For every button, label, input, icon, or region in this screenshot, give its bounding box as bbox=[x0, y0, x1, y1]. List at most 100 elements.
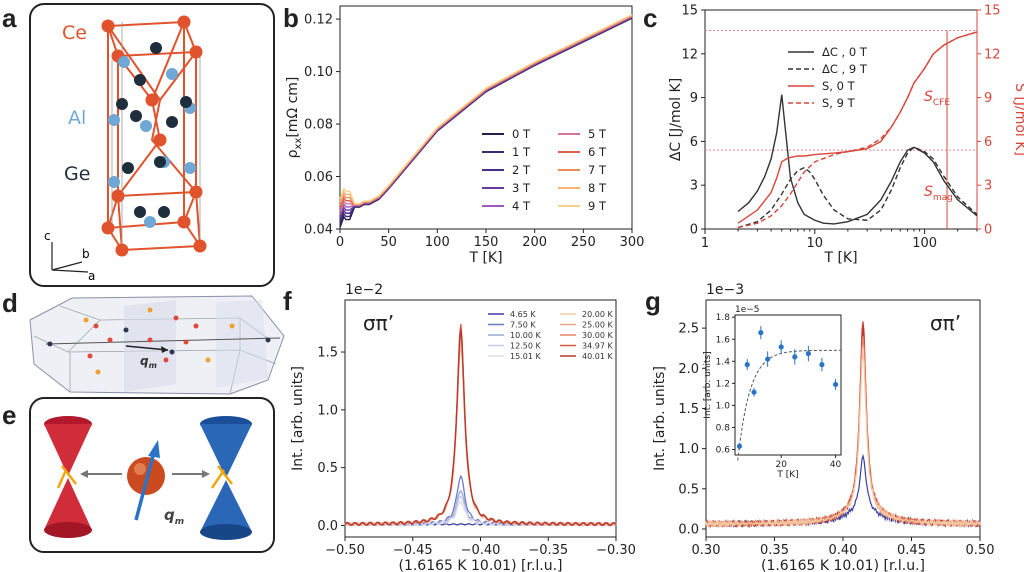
c-ytick-label: 15 bbox=[681, 4, 698, 19]
g-inset-ytick-label: 0.6 bbox=[716, 445, 731, 455]
g-inset-point bbox=[751, 389, 757, 395]
g-ytick-label: 1.0 bbox=[678, 442, 699, 457]
c-legend-label: ΔC , 0 T bbox=[822, 45, 868, 59]
c-ytick-label: 12 bbox=[681, 47, 698, 62]
c-annotation-scfe: SCFE bbox=[924, 89, 950, 108]
c-ytick-label: 0 bbox=[690, 223, 698, 238]
g-xtick-label: 0.35 bbox=[760, 543, 789, 558]
f-title: σπ’ bbox=[363, 311, 394, 335]
g-inset-ytick-label: 0.8 bbox=[716, 423, 731, 433]
bz-red-points bbox=[87, 315, 199, 363]
b-legend-label: 4 T bbox=[512, 199, 531, 213]
g-xtick-label: 0.30 bbox=[692, 543, 721, 558]
f-line-series bbox=[344, 345, 617, 527]
g-inset-point bbox=[819, 362, 825, 368]
g-ytick-label: 0.5 bbox=[678, 482, 699, 497]
axes-triad bbox=[51, 242, 89, 273]
f-legend-label: 34.97 K bbox=[582, 342, 613, 351]
chart-g-scattering-pos: 0.30 0.35 0.40 0.45 0.50 0.0 0.5 1.0 1.5 2.0 2.5 (1… bbox=[652, 282, 994, 572]
b-legend-label: 5 T bbox=[588, 127, 607, 141]
g-xtick-label: 0.40 bbox=[829, 543, 858, 558]
g-inset-frame bbox=[734, 314, 842, 456]
b-legend-label: 1 T bbox=[512, 145, 531, 159]
qm-arrowhead-d bbox=[161, 346, 168, 353]
b-line-series bbox=[339, 15, 633, 209]
f-xtick-label: −0.40 bbox=[461, 543, 501, 558]
b-ytick-label: 0.12 bbox=[304, 13, 333, 28]
panel-label-f: f bbox=[283, 286, 292, 316]
b-legend-label: 7 T bbox=[588, 163, 607, 177]
f-line-series bbox=[344, 332, 617, 527]
c-ytick-label: 3 bbox=[690, 179, 698, 194]
panel-d-brillouin-zone: qm bbox=[29, 295, 285, 395]
c-legend-label: S, 0 T bbox=[822, 79, 856, 93]
c-legend-label: S, 9 T bbox=[822, 96, 856, 110]
g-multiplier: 1e−3 bbox=[706, 282, 744, 298]
b-ytick-label: 0.04 bbox=[304, 223, 333, 238]
legend-ce-label: Ce bbox=[62, 22, 87, 44]
b-xtick-label: 50 bbox=[380, 235, 397, 250]
b-xtick-label: 100 bbox=[425, 235, 450, 250]
b-xtick-label: 250 bbox=[571, 235, 596, 250]
panel-label-b: b bbox=[283, 3, 299, 33]
f-ytick-label: 0.0 bbox=[317, 519, 338, 534]
g-inset-point bbox=[758, 330, 764, 336]
f-ytick-label: 1.5 bbox=[317, 346, 338, 361]
f-multiplier: 1e−2 bbox=[345, 282, 383, 298]
f-xtick-label: −0.50 bbox=[325, 543, 365, 558]
g-ytick-label: 2.5 bbox=[678, 322, 699, 337]
b-xtick-label: 150 bbox=[474, 235, 499, 250]
panel-label-c: c bbox=[643, 3, 657, 33]
g-inset-ylabel: Int. [arb. units] bbox=[703, 351, 713, 418]
qm-arrow-d bbox=[125, 345, 169, 351]
blue-cone bbox=[200, 416, 252, 540]
g-inset-point bbox=[832, 381, 839, 388]
c-xtick-label: 10 bbox=[807, 236, 824, 251]
g-inset-point bbox=[792, 354, 798, 360]
f-ylabel: Int. [arb. units] bbox=[290, 366, 306, 471]
red-cone-spin-arrow bbox=[56, 465, 77, 489]
b-ylabel: ρxx[mΩ cm] bbox=[285, 77, 304, 159]
b-legend-label: 9 T bbox=[588, 199, 607, 213]
g-ytick-label: 0.0 bbox=[678, 522, 699, 537]
f-legend-label: 12.50 K bbox=[510, 342, 541, 351]
c-xtick-label: 1 bbox=[701, 236, 709, 251]
c-ytick-right-label: 12 bbox=[984, 47, 1001, 62]
axis-c-label: c bbox=[44, 229, 51, 243]
g-line-series bbox=[705, 453, 981, 529]
c-xtick-label: 100 bbox=[912, 236, 937, 251]
red-cone bbox=[44, 416, 92, 538]
axis-a-label: a bbox=[88, 269, 95, 283]
bz-axis-line bbox=[45, 337, 281, 345]
g-inset-ytick-label: 1.6 bbox=[716, 335, 731, 345]
g-inset-xtick-label: 20 bbox=[775, 460, 787, 470]
g-inset-xtick-label: 40 bbox=[830, 460, 842, 470]
g-inset-ytick-label: 1.2 bbox=[716, 379, 730, 389]
b-line-series bbox=[339, 14, 633, 205]
axis-b-label: b bbox=[82, 247, 90, 261]
b-legend-label: 6 T bbox=[588, 145, 607, 159]
g-xlabel: (1.6165 K 10.01) [r.l.u.] bbox=[761, 558, 925, 572]
c-ytick-right-label: 9 bbox=[984, 91, 992, 106]
g-inset-ytick-label: 1.0 bbox=[716, 401, 731, 411]
blue-cone-spin-arrow bbox=[210, 465, 233, 489]
b-legend-label: 2 T bbox=[512, 163, 531, 177]
b-legend-label: 8 T bbox=[588, 181, 607, 195]
f-line-series bbox=[344, 474, 617, 527]
c-xlabel: T [K] bbox=[823, 250, 857, 266]
b-legend-label: 0 T bbox=[512, 127, 531, 141]
g-inset-ytick-label: 1.4 bbox=[716, 357, 731, 367]
panel-a-crystal: Ce Al Ge c b a bbox=[29, 3, 275, 287]
g-inset-multiplier: 1e−5 bbox=[735, 305, 760, 315]
b-xtick-label: 200 bbox=[522, 235, 547, 250]
g-inset-point bbox=[805, 350, 811, 357]
f-line-series bbox=[344, 339, 617, 527]
g-title: σπ’ bbox=[930, 311, 961, 335]
c-ytick-label: 9 bbox=[690, 91, 698, 106]
g-inset-point bbox=[736, 443, 743, 449]
c-ylabel: ΔC [J/mol K] bbox=[668, 78, 684, 161]
g-inset-point bbox=[744, 362, 750, 368]
f-legend-label: 15.01 K bbox=[510, 352, 541, 361]
b-xtick-label: 0 bbox=[336, 235, 344, 250]
